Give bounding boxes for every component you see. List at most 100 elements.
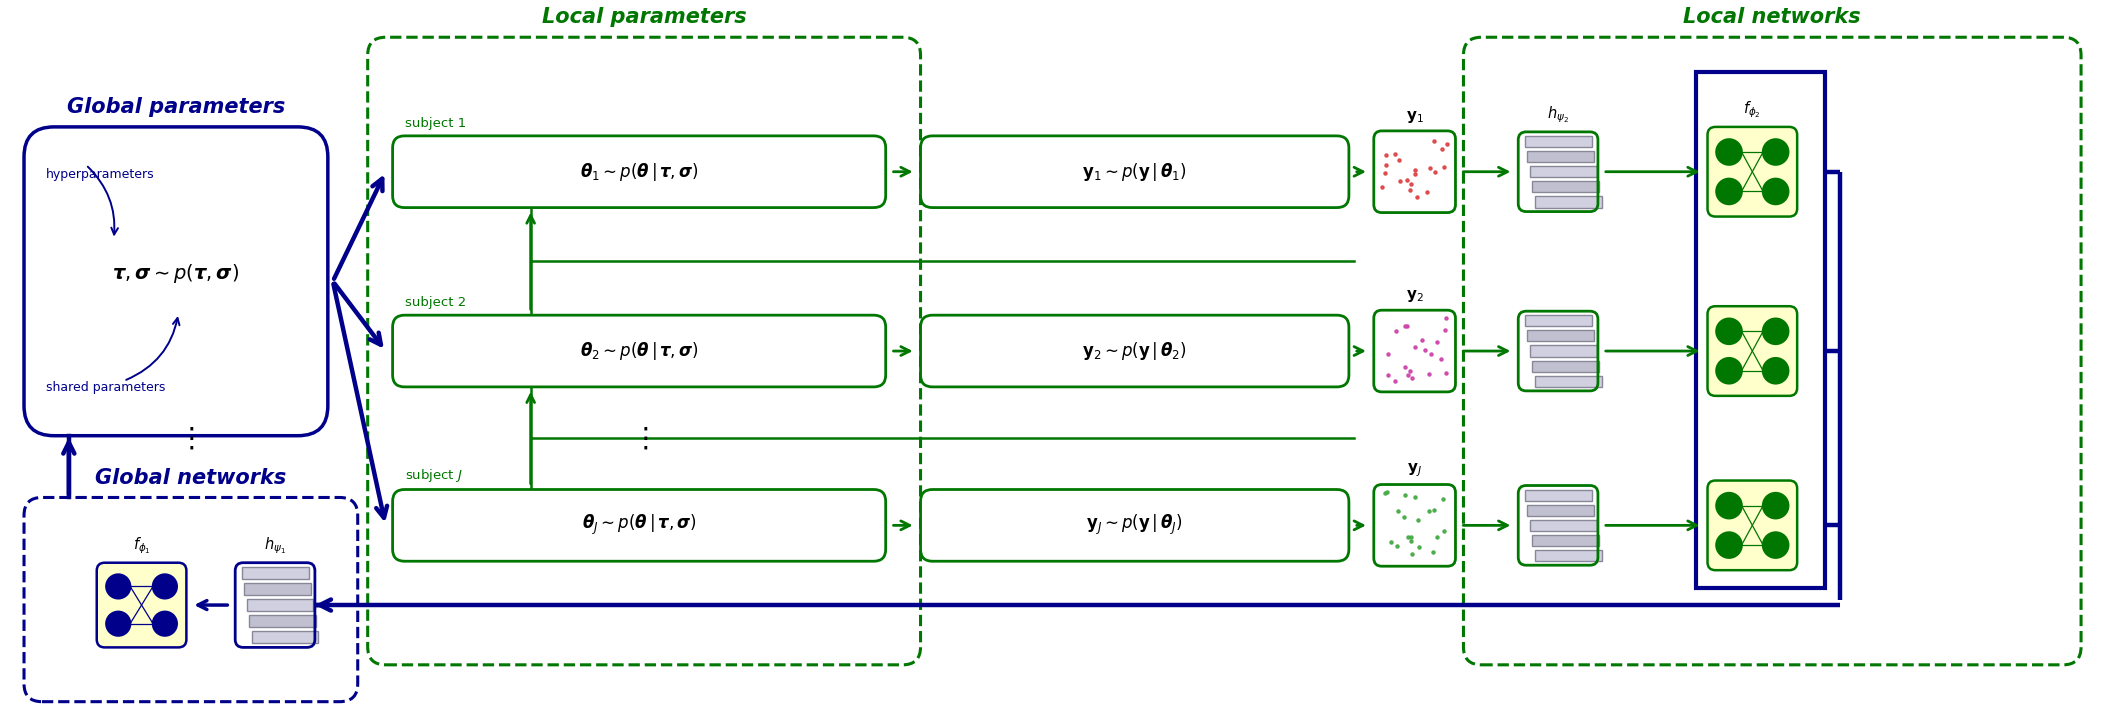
Text: $\mathbf{y}_1$: $\mathbf{y}_1$ <box>1405 109 1424 125</box>
FancyBboxPatch shape <box>1463 37 2081 665</box>
Bar <box>1529 166 1597 177</box>
Point <box>1412 505 1446 516</box>
Point <box>1395 548 1429 559</box>
Point <box>1369 167 1403 179</box>
FancyBboxPatch shape <box>1707 127 1796 216</box>
Point <box>1378 325 1412 337</box>
Point <box>1395 531 1429 543</box>
Point <box>1412 368 1446 380</box>
Point <box>1390 174 1424 186</box>
Point <box>1371 348 1405 360</box>
Text: Local parameters: Local parameters <box>542 7 746 27</box>
FancyBboxPatch shape <box>23 127 327 435</box>
Circle shape <box>106 612 130 635</box>
Point <box>1416 504 1450 516</box>
Text: subject $J$: subject $J$ <box>404 466 461 484</box>
Text: $\mathbf{y}_2$: $\mathbf{y}_2$ <box>1405 288 1424 304</box>
Circle shape <box>1716 179 1741 204</box>
Text: subject 2: subject 2 <box>404 296 466 309</box>
Text: subject 1: subject 1 <box>404 117 466 130</box>
Text: $\boldsymbol{\theta}_2 \sim p(\boldsymbol{\theta}\,|\,\boldsymbol{\tau}, \boldsy: $\boldsymbol{\theta}_2 \sim p(\boldsymbo… <box>580 340 699 362</box>
Bar <box>249 615 317 627</box>
Point <box>1393 369 1427 381</box>
Bar <box>244 583 310 595</box>
FancyBboxPatch shape <box>1707 306 1796 396</box>
Point <box>1407 344 1441 355</box>
Circle shape <box>1716 533 1741 557</box>
Point <box>1399 341 1433 353</box>
Point <box>1388 362 1422 373</box>
Text: Global networks: Global networks <box>96 467 287 487</box>
Text: $f_{\phi_1}$: $f_{\phi_1}$ <box>132 535 151 556</box>
Bar <box>1524 315 1592 327</box>
Circle shape <box>153 612 176 635</box>
Text: $\mathbf{y}_2 \sim p(\mathbf{y}\,|\,\boldsymbol{\theta}_2)$: $\mathbf{y}_2 \sim p(\mathbf{y}\,|\,\bol… <box>1082 340 1186 362</box>
Point <box>1420 531 1454 543</box>
Bar <box>1535 196 1601 208</box>
Circle shape <box>1762 493 1788 518</box>
Point <box>1431 138 1465 150</box>
Point <box>1373 536 1407 548</box>
Point <box>1418 167 1452 178</box>
Circle shape <box>1762 179 1788 204</box>
Text: $\vdots$: $\vdots$ <box>631 424 648 452</box>
Text: $\vdots$: $\vdots$ <box>176 424 193 452</box>
Point <box>1390 321 1424 332</box>
Point <box>1414 348 1448 360</box>
Bar <box>242 567 308 579</box>
Point <box>1424 353 1458 365</box>
Point <box>1397 168 1431 180</box>
Point <box>1388 489 1422 500</box>
Point <box>1416 136 1450 147</box>
Point <box>1367 487 1401 498</box>
Point <box>1401 191 1435 203</box>
Text: hyperparameters: hyperparameters <box>47 168 155 181</box>
Point <box>1399 491 1433 503</box>
Text: $h_{\psi_1}$: $h_{\psi_1}$ <box>264 535 287 556</box>
Circle shape <box>106 575 130 598</box>
Point <box>1378 375 1412 386</box>
Circle shape <box>1716 319 1741 344</box>
Point <box>1378 148 1412 159</box>
Bar <box>1526 151 1594 162</box>
Text: shared parameters: shared parameters <box>47 381 166 394</box>
Point <box>1424 143 1458 154</box>
FancyBboxPatch shape <box>1373 485 1456 566</box>
Bar <box>1533 181 1599 193</box>
Text: Global parameters: Global parameters <box>66 97 285 117</box>
Bar <box>1529 345 1597 357</box>
Text: $\boldsymbol{\theta}_J \sim p(\boldsymbol{\theta}\,|\,\boldsymbol{\tau}, \boldsy: $\boldsymbol{\theta}_J \sim p(\boldsymbo… <box>583 513 697 537</box>
Circle shape <box>1762 139 1788 164</box>
Bar <box>1529 520 1597 531</box>
Text: $h_{\psi_2}$: $h_{\psi_2}$ <box>1548 105 1569 125</box>
Point <box>1365 181 1399 193</box>
Text: $\boldsymbol{\tau}, \boldsymbol{\sigma} \sim p(\boldsymbol{\tau}, \boldsymbol{\s: $\boldsymbol{\tau}, \boldsymbol{\sigma} … <box>113 262 240 285</box>
Bar <box>1535 376 1601 387</box>
Bar <box>1524 136 1592 147</box>
Point <box>1401 514 1435 526</box>
Point <box>1369 149 1403 161</box>
Text: $\mathbf{y}_J$: $\mathbf{y}_J$ <box>1407 461 1422 479</box>
FancyBboxPatch shape <box>393 136 887 208</box>
Circle shape <box>1762 319 1788 344</box>
FancyBboxPatch shape <box>23 497 357 702</box>
FancyBboxPatch shape <box>921 490 1348 561</box>
FancyBboxPatch shape <box>393 315 887 387</box>
Text: $\mathbf{y}_1 \sim p(\mathbf{y}\,|\,\boldsymbol{\theta}_1)$: $\mathbf{y}_1 \sim p(\mathbf{y}\,|\,\bol… <box>1082 161 1186 182</box>
Point <box>1429 324 1463 336</box>
Point <box>1395 179 1429 190</box>
Point <box>1405 334 1439 345</box>
FancyBboxPatch shape <box>1373 310 1456 392</box>
Text: $\mathbf{y}_J \sim p(\mathbf{y}\,|\,\boldsymbol{\theta}_J)$: $\mathbf{y}_J \sim p(\mathbf{y}\,|\,\bol… <box>1086 513 1184 537</box>
Point <box>1414 163 1448 174</box>
Point <box>1380 540 1414 552</box>
Bar <box>1524 490 1592 500</box>
Point <box>1380 505 1414 517</box>
Point <box>1393 366 1427 377</box>
Point <box>1390 531 1424 543</box>
Point <box>1382 154 1416 166</box>
Point <box>1427 161 1461 172</box>
Point <box>1427 525 1461 536</box>
FancyBboxPatch shape <box>368 37 921 665</box>
FancyBboxPatch shape <box>921 136 1348 208</box>
